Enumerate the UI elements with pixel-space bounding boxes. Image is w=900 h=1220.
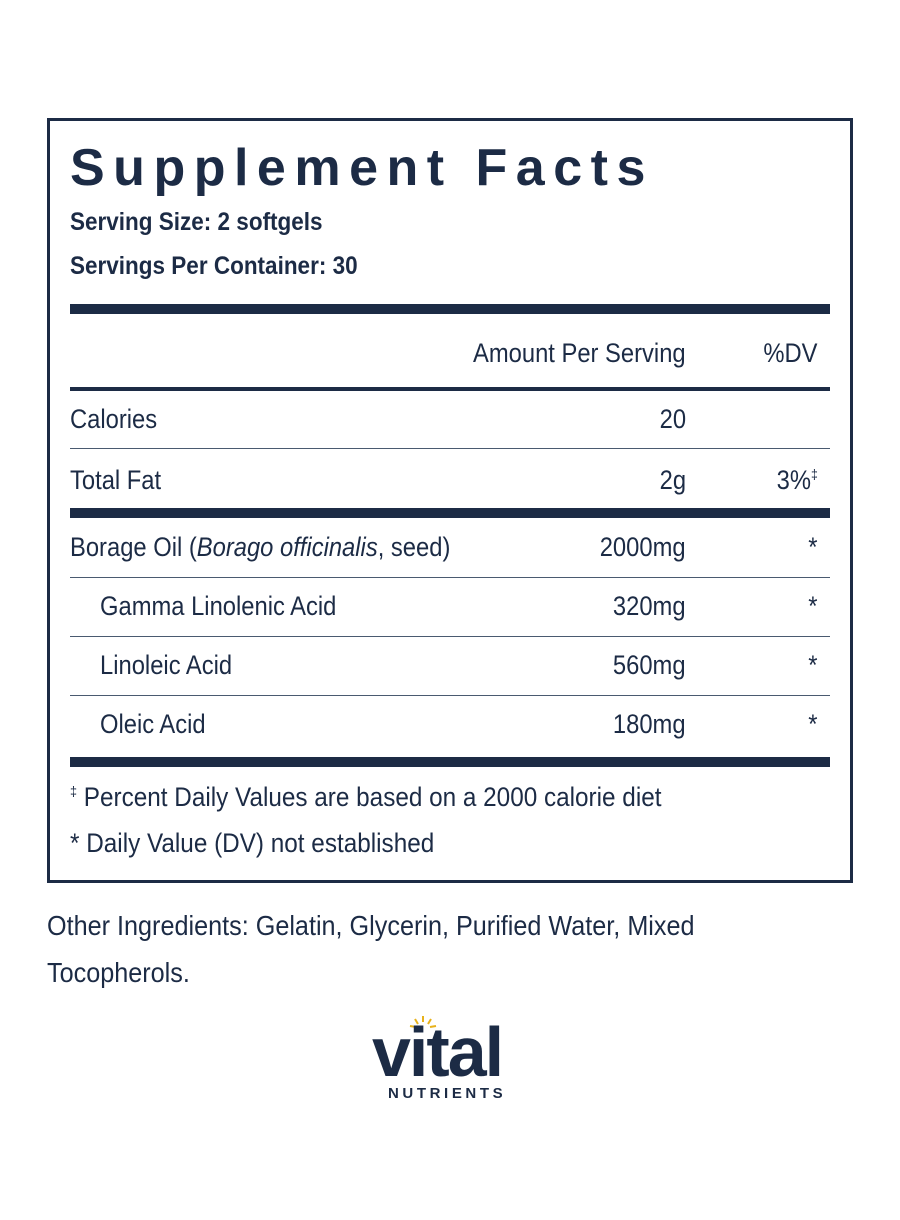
serving-size: Serving Size: 2 softgels xyxy=(70,208,323,236)
footnote-mark: ‡ xyxy=(70,783,78,799)
logo-sun xyxy=(409,1016,437,1028)
row-amount: 2g xyxy=(659,465,686,495)
facts-box xyxy=(47,118,853,883)
row-name: Gamma Linolenic Acid xyxy=(100,591,337,621)
row-amount: 320mg xyxy=(613,591,686,621)
row-name: Oleic Acid xyxy=(100,709,206,739)
name-part: Borage Oil ( xyxy=(70,532,197,562)
header-dv: %DV xyxy=(763,338,818,368)
rule xyxy=(70,508,830,518)
footnote-mark: * xyxy=(70,828,80,858)
footnote: * Daily Value (DV) not established xyxy=(70,828,434,859)
rule xyxy=(70,577,830,578)
row-amount: 20 xyxy=(659,404,686,434)
row-dv: * xyxy=(808,709,818,739)
rule xyxy=(70,636,830,637)
rule xyxy=(70,448,830,449)
sun-rays xyxy=(409,1016,437,1028)
row-dv: * xyxy=(808,532,818,562)
row-amount: 2000mg xyxy=(600,532,686,562)
dv-note: ‡ xyxy=(811,466,818,482)
servings-per-container: Servings Per Container: 30 xyxy=(70,252,358,280)
header-amount: Amount Per Serving xyxy=(473,338,686,368)
title: Supplement Facts xyxy=(70,139,654,197)
name-part: , seed) xyxy=(377,532,451,562)
row-amount: 180mg xyxy=(613,709,686,739)
rule xyxy=(70,695,830,696)
row-dv: 3%‡ xyxy=(777,465,818,496)
row-name: Linoleic Acid xyxy=(100,650,233,680)
row-name: Total Fat xyxy=(70,465,162,495)
dv-value: 3% xyxy=(776,465,812,495)
row-dv: * xyxy=(808,591,818,621)
row-amount: 560mg xyxy=(613,650,686,680)
footnote: ‡ Percent Daily Values are based on a 20… xyxy=(70,782,661,813)
other-ingredients: Other Ingredients: Gelatin, Glycerin, Pu… xyxy=(47,910,695,988)
row-name: Calories xyxy=(70,404,158,434)
footnote-text: Percent Daily Values are based on a 2000… xyxy=(83,782,662,812)
logo-tagline: NUTRIENTS xyxy=(388,1085,507,1102)
row-name: Borage Oil (Borago officinalis, seed) xyxy=(70,532,450,563)
logo-name: vital xyxy=(372,1013,504,1091)
rule xyxy=(70,304,830,314)
name-italic: Borago officinalis xyxy=(196,532,378,562)
rule xyxy=(70,757,830,767)
row-dv: * xyxy=(808,650,818,680)
rule xyxy=(70,387,830,391)
footnote-text: Daily Value (DV) not established xyxy=(86,828,435,858)
